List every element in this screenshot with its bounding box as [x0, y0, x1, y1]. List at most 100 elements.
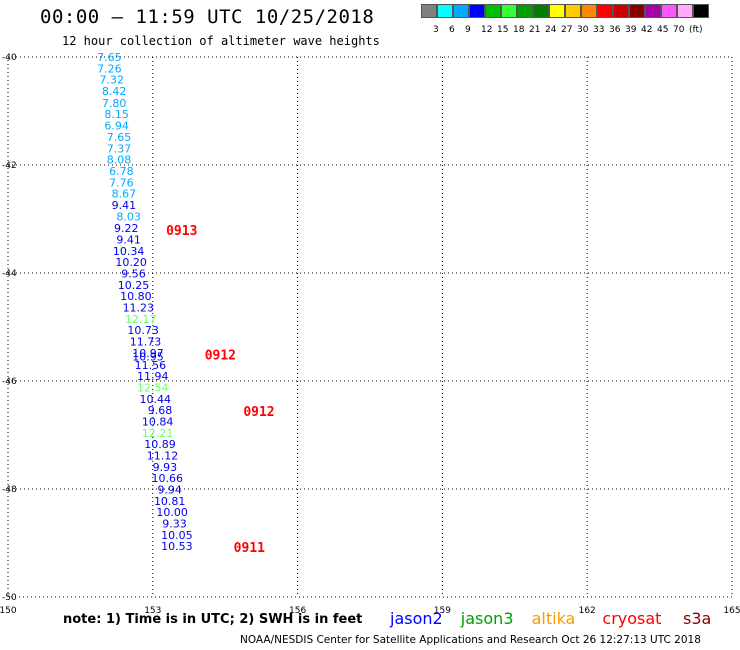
- colorbar-label: (ft): [689, 25, 703, 35]
- colorbar-label: 12: [481, 25, 493, 35]
- swh-data-label: 7.32: [100, 74, 125, 87]
- chart-title: 00:00 – 11:59 UTC 10/25/2018: [40, 6, 375, 28]
- colorbar-swatch: [453, 4, 469, 18]
- swh-data-label: 10.25: [118, 279, 150, 292]
- swh-data-label: 7.37: [107, 142, 132, 155]
- swh-data-label: 7.65: [97, 51, 122, 64]
- swh-data-label: 11.56: [135, 359, 167, 372]
- legend-item-jason3: jason3: [460, 609, 514, 628]
- colorbar-swatch: [517, 4, 533, 18]
- colorbar-swatch: [693, 4, 709, 18]
- swh-data-label: 6.78: [109, 165, 134, 178]
- swh-data-label: 9.33: [162, 518, 187, 531]
- colorbar-swatch: [469, 4, 485, 18]
- colorbar-label: 45: [657, 25, 669, 35]
- colorbar-label: 21: [529, 25, 541, 35]
- colorbar-swatch: [533, 4, 549, 18]
- swh-data-label: 10.20: [115, 256, 147, 269]
- swh-data-label: 8.67: [112, 188, 137, 201]
- swh-data-label: 10.95: [132, 351, 164, 364]
- swh-data-label: 9.56: [121, 268, 146, 281]
- swh-data-label: 10.84: [142, 416, 174, 429]
- colorbar-label: 39: [625, 25, 637, 35]
- y-tick-label: -46: [2, 377, 17, 387]
- swh-data-label: 7.76: [109, 176, 134, 189]
- swh-data-label: 7.26: [97, 62, 122, 75]
- y-tick-label: -42: [2, 161, 17, 171]
- colorbar-label: 30: [577, 25, 589, 35]
- legend-item-cryosat: cryosat: [602, 609, 662, 628]
- colorbar-label: 27: [561, 25, 573, 35]
- colorbar-label: 33: [593, 25, 605, 35]
- swh-data-label: 11.73: [130, 336, 162, 349]
- swh-data-label: 11.12: [147, 450, 179, 463]
- swh-data-label: 9.68: [148, 404, 173, 417]
- credit-line: NOAA/NESDIS Center for Satellite Applica…: [240, 634, 701, 646]
- swh-data-label: 12.54: [137, 381, 169, 394]
- colorbar-label: 15: [497, 25, 509, 35]
- pass-time-annotation: 0912: [243, 405, 274, 420]
- units-note: note: 1) Time is in UTC; 2) SWH is in fe…: [63, 612, 363, 627]
- x-tick-label: 150: [0, 606, 17, 616]
- legend-item-s3a: s3a: [683, 609, 712, 628]
- x-tick-label: 153: [144, 606, 161, 616]
- colorbar-label: 24: [545, 25, 557, 35]
- colorbar-swatch: [421, 4, 437, 18]
- swh-data-label: 11.94: [137, 370, 169, 383]
- colorbar-swatch: [645, 4, 661, 18]
- swh-data-label: 10.80: [120, 290, 152, 303]
- swh-data-label: 7.80: [102, 97, 127, 110]
- x-tick-label: 156: [289, 606, 306, 616]
- swh-data-label: 9.93: [153, 461, 178, 474]
- swh-data-label: 10.05: [161, 529, 193, 542]
- colorbar-swatch: [565, 4, 581, 18]
- colorbar-swatch: [597, 4, 613, 18]
- legend-item-altika: altika: [531, 609, 576, 628]
- swh-data-label: 10.66: [152, 472, 184, 485]
- pass-time-annotation: 0913: [166, 224, 197, 239]
- colorbar-swatch: [581, 4, 597, 18]
- colorbar-swatch: [549, 4, 565, 18]
- swh-data-label: 8.42: [102, 85, 127, 98]
- y-tick-label: -50: [2, 593, 17, 603]
- swh-data-label: 9.94: [157, 484, 182, 497]
- colorbar-swatch: [613, 4, 629, 18]
- chart-subtitle: 12 hour collection of altimeter wave hei…: [62, 34, 380, 48]
- x-tick-label: 162: [579, 606, 596, 616]
- colorbar-swatch: [661, 4, 677, 18]
- swh-data-label: 10.73: [127, 324, 159, 337]
- swh-data-label: 12.17: [125, 313, 157, 326]
- swh-data-label: 10.00: [156, 506, 188, 519]
- swh-data-label: 7.65: [107, 131, 132, 144]
- swh-data-label: 10.97: [132, 347, 164, 360]
- swh-data-label: 8.08: [107, 154, 132, 167]
- colorbar-swatch: [677, 4, 693, 18]
- swh-data-label: 9.41: [112, 199, 137, 212]
- colorbar-label: 6: [449, 25, 455, 35]
- colorbar-label: 3: [433, 25, 439, 35]
- colorbar-label: 42: [641, 25, 653, 35]
- swh-data-label: 12.21: [142, 427, 174, 440]
- colorbar-label: 18: [513, 25, 525, 35]
- colorbar-swatch: [501, 4, 517, 18]
- y-tick-label: -40: [2, 53, 17, 63]
- swh-data-label: 9.22: [114, 222, 139, 235]
- legend-item-jason2: jason2: [390, 609, 443, 628]
- colorbar-label: 36: [609, 25, 621, 35]
- swh-data-label: 9.41: [116, 234, 141, 247]
- swh-data-label: 6.94: [104, 120, 129, 133]
- swh-data-label: 8.15: [104, 108, 129, 121]
- y-tick-label: -48: [2, 485, 17, 495]
- swh-data-label: 10.44: [139, 393, 171, 406]
- colorbar-swatch: [485, 4, 501, 18]
- swh-data-label: 10.53: [161, 540, 193, 553]
- swh-data-label: 8.03: [116, 210, 141, 223]
- x-tick-label: 159: [434, 606, 451, 616]
- swh-data-label: 10.34: [113, 245, 145, 258]
- swh-data-label: 11.23: [123, 302, 155, 315]
- colorbar-swatch: [437, 4, 453, 18]
- pass-time-annotation: 0912: [205, 349, 236, 364]
- colorbar-label: 70: [673, 25, 685, 35]
- x-tick-label: 165: [723, 606, 740, 616]
